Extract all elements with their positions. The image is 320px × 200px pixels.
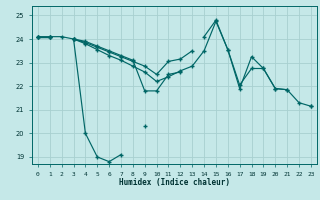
X-axis label: Humidex (Indice chaleur): Humidex (Indice chaleur) [119,178,230,187]
